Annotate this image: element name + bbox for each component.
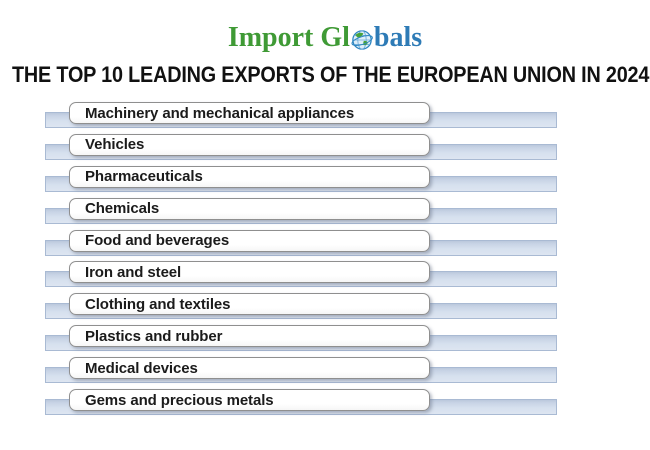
list-item-label: Gems and precious metals <box>85 391 274 409</box>
list-item: Plastics and rubber <box>0 325 650 357</box>
logo-text-right: bals <box>373 22 423 53</box>
list-item: Machinery and mechanical appliances <box>0 102 650 134</box>
list-item-pill: Machinery and mechanical appliances <box>69 102 430 124</box>
list-item: Food and beverages <box>0 229 650 262</box>
list-item-pill: Pharmaceuticals <box>69 165 430 188</box>
list-item-pill: Iron and steel <box>69 261 430 284</box>
list-item-pill: Clothing and textiles <box>69 293 430 316</box>
list-item-label: Machinery and mechanical appliances <box>85 104 355 122</box>
list-item: Medical devices <box>0 357 650 389</box>
logo: Import Gl bals <box>0 0 650 54</box>
list-item-label: Plastics and rubber <box>85 327 223 345</box>
logo-text-left: Import Gl <box>227 22 350 53</box>
globe-icon <box>351 29 373 50</box>
list-item: Gems and precious metals <box>0 389 650 421</box>
exports-list: Machinery and mechanical appliances Vehic… <box>0 102 650 421</box>
page-title: THE TOP 10 LEADING EXPORTS OF THE EUROPE… <box>12 62 650 87</box>
list-item: Iron and steel <box>0 261 650 293</box>
list-item-label: Clothing and textiles <box>85 295 231 313</box>
list-item-pill: Chemicals <box>69 197 430 220</box>
list-item-pill: Food and beverages <box>69 229 430 252</box>
list-item-pill: Gems and precious metals <box>69 389 430 412</box>
list-item: Pharmaceuticals <box>0 165 650 198</box>
list-item: Chemicals <box>0 197 650 230</box>
list-item: Vehicles <box>0 133 650 166</box>
list-item-label: Food and beverages <box>85 232 230 250</box>
list-item-label: Iron and steel <box>85 263 182 281</box>
logo-text: Import Gl bals <box>228 23 422 53</box>
list-item-label: Pharmaceuticals <box>85 168 203 186</box>
list-item-label: Vehicles <box>85 136 145 154</box>
list-item-label: Chemicals <box>85 200 160 218</box>
list-item-pill: Plastics and rubber <box>69 325 430 348</box>
list-item-pill: Vehicles <box>69 133 430 156</box>
list-item: Clothing and textiles <box>0 293 650 325</box>
list-item-label: Medical devices <box>85 359 198 377</box>
list-item-pill: Medical devices <box>69 357 430 380</box>
